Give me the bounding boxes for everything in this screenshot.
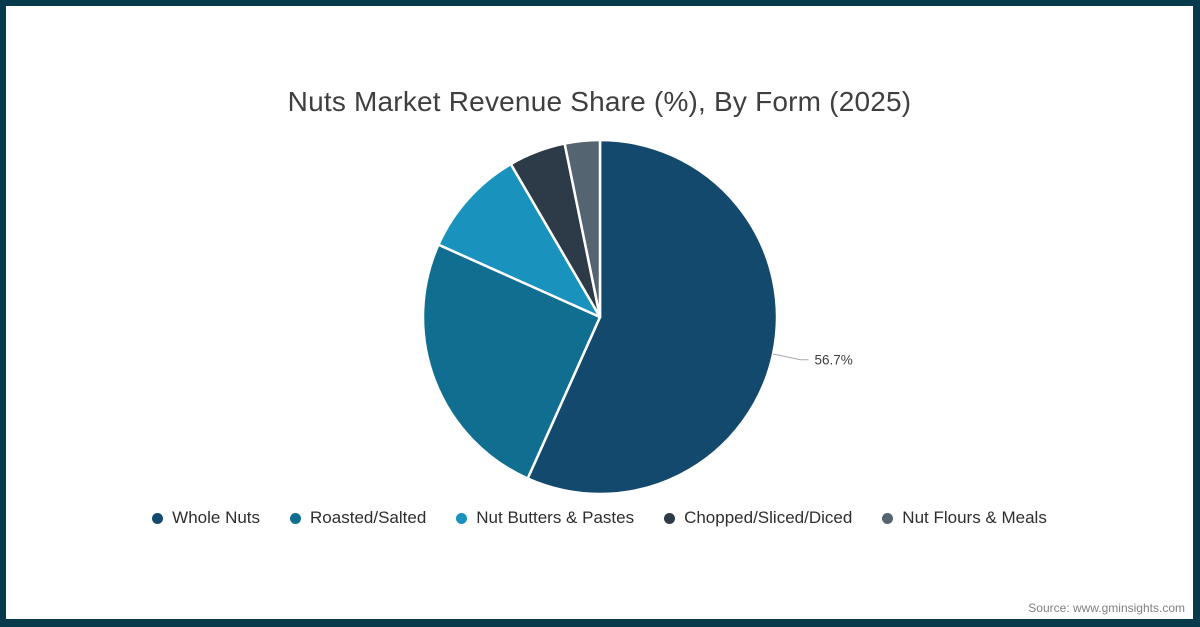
legend-label: Nut Flours & Meals xyxy=(902,508,1047,527)
data-label-leader-line xyxy=(772,353,809,361)
pie-chart: 56.7% xyxy=(421,138,853,496)
legend-marker-icon xyxy=(456,512,468,524)
pie-slice-nut-butters-pastes[interactable] xyxy=(437,162,602,319)
pie-slice-roasted-salted[interactable] xyxy=(421,243,602,480)
pie-slices xyxy=(421,138,779,496)
legend-label: Nut Butters & Pastes xyxy=(476,508,635,527)
legend-item-chopped-sliced-diced[interactable]: Chopped/Sliced/Diced xyxy=(664,508,852,528)
pie-data-label: 56.7% xyxy=(815,352,853,367)
pie-data-labels: 56.7% xyxy=(772,352,853,367)
legend-marker-icon xyxy=(152,512,164,524)
legend-item-nut-flours-meals[interactable]: Nut Flours & Meals xyxy=(882,508,1047,528)
legend-label: Chopped/Sliced/Diced xyxy=(684,508,853,527)
legend-item-roasted-salted[interactable]: Roasted/Salted xyxy=(290,508,426,528)
legend-marker-icon xyxy=(882,512,894,524)
legend-item-nut-butters-pastes[interactable]: Nut Butters & Pastes xyxy=(456,508,634,528)
pie-slice-whole-nuts[interactable] xyxy=(526,138,779,496)
legend-label: Whole Nuts xyxy=(172,508,261,527)
legend-item-whole-nuts[interactable]: Whole Nuts xyxy=(152,508,260,528)
chart-title: Nuts Market Revenue Share (%), By Form (… xyxy=(287,86,912,117)
legend: Whole Nuts Roasted/Salted Nut Butters & Pa… xyxy=(6,508,1193,528)
pie-slice-nut-flours-meals[interactable] xyxy=(563,138,602,319)
source-attribution: Source: www.gminsights.com xyxy=(1028,601,1185,615)
legend-marker-icon xyxy=(664,512,676,524)
legend-marker-icon xyxy=(290,512,302,524)
legend-label: Roasted/Salted xyxy=(310,508,427,527)
